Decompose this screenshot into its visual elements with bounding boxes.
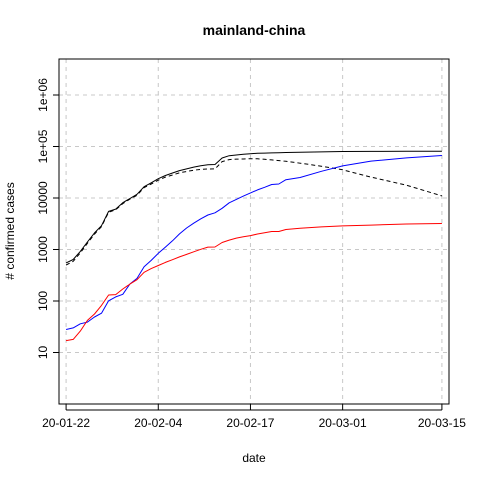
x-tick-label: 20-01-22 — [42, 416, 90, 430]
y-tick-label: 1000 — [36, 236, 50, 263]
y-tick-label: 1e+05 — [36, 129, 50, 163]
chart-title: mainland-china — [203, 22, 306, 38]
series-layer — [65, 150, 443, 342]
x-axis-label: date — [242, 451, 266, 465]
series-line-3 — [65, 155, 442, 330]
x-tick-label: 20-02-17 — [226, 416, 274, 430]
y-axis: 10 100 1000 10000 1e+05 1e+06 — [36, 78, 59, 359]
x-axis: 20-01-22 20-02-04 20-02-17 20-03-01 20-03-15 — [42, 404, 466, 430]
y-tick-label: 100 — [36, 291, 50, 311]
series-line-4 — [66, 223, 442, 342]
grid — [59, 59, 449, 404]
x-tick-label: 20-02-04 — [134, 416, 182, 430]
y-tick-label: 1e+06 — [36, 78, 50, 112]
x-tick-label: 20-03-01 — [319, 416, 367, 430]
x-tick-label: 20-03-15 — [418, 416, 466, 430]
series-line-1 — [65, 150, 442, 264]
y-axis-label: # confirmed cases — [3, 182, 17, 279]
y-tick-label: 10000 — [36, 181, 50, 215]
y-tick-label: 10 — [36, 346, 50, 360]
plot-frame — [58, 58, 450, 405]
series-line-2 — [65, 158, 443, 266]
